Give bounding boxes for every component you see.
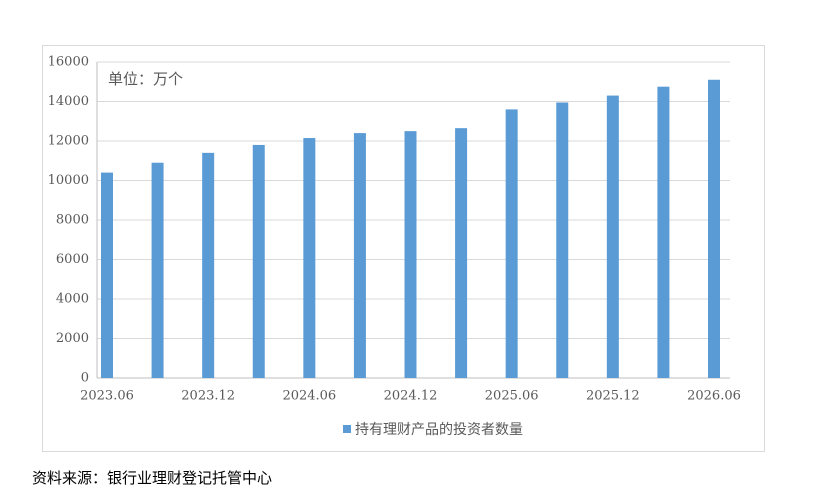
source-note: 资料来源：银行业理财登记托管中心 — [32, 469, 272, 487]
y-tick-label: 14000 — [48, 94, 89, 109]
bar — [303, 138, 316, 378]
y-tick-label: 8000 — [56, 213, 89, 228]
y-tick-label: 0 — [81, 371, 89, 386]
y-tick-label: 10000 — [48, 173, 89, 188]
y-tick-label: 2000 — [56, 331, 89, 346]
y-tick-label: 12000 — [48, 134, 89, 149]
bar — [202, 152, 215, 378]
legend-label: 持有理财产品的投资者数量 — [355, 422, 523, 438]
bar — [455, 128, 468, 378]
unit-annotation: 单位：万个 — [108, 70, 183, 88]
x-tick-label: 2025.06 — [485, 389, 539, 404]
bar — [657, 86, 670, 378]
x-tick-label: 2026.06 — [687, 389, 741, 404]
bar — [353, 133, 366, 378]
y-tick-label: 4000 — [56, 292, 89, 307]
x-tick-label: 2024.06 — [282, 389, 336, 404]
bar — [556, 102, 569, 379]
bar — [101, 172, 113, 378]
y-tick-label: 16000 — [48, 55, 89, 70]
bar — [404, 131, 417, 378]
legend-swatch — [343, 425, 351, 433]
x-tick-label: 2023.06 — [80, 389, 134, 404]
y-tick-label: 6000 — [56, 252, 89, 267]
x-tick-label: 2025.12 — [586, 389, 640, 404]
bar — [606, 95, 619, 378]
bar — [151, 162, 164, 378]
bar — [708, 79, 720, 379]
x-tick-label: 2024.12 — [384, 389, 438, 404]
x-tick-label: 2023.12 — [181, 389, 235, 404]
bar — [505, 109, 518, 379]
bar — [252, 144, 265, 378]
